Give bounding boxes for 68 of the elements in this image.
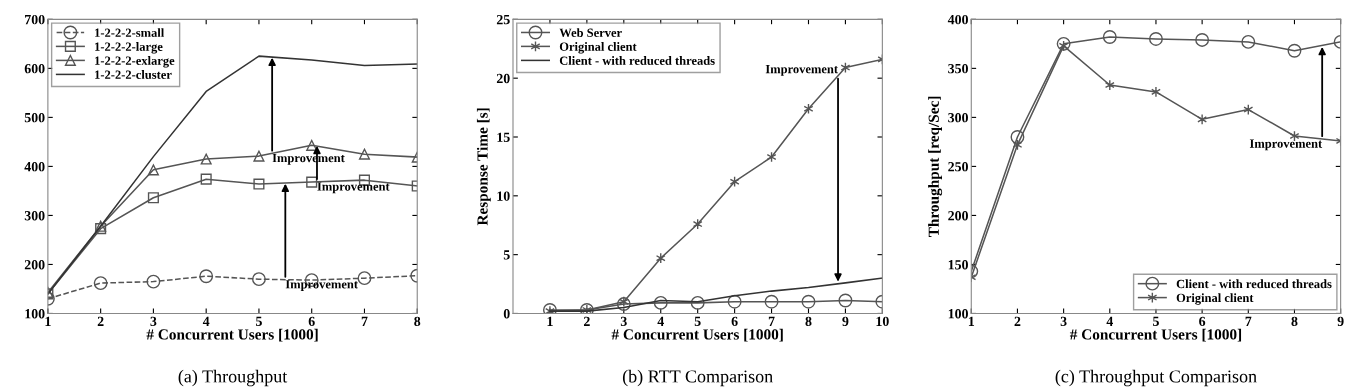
y-tick-label: 350 <box>948 63 968 74</box>
annotation: Improvement <box>317 182 390 194</box>
y-tick-label: 400 <box>947 14 968 25</box>
x-tick-label: 1 <box>45 316 51 326</box>
y-tick-label: 300 <box>24 211 45 221</box>
x-axis-title: # Concurrent Users [1000] <box>1069 328 1242 342</box>
x-tick-label: 2 <box>583 316 590 326</box>
y-tick-label: 200 <box>948 211 968 221</box>
x-tick-label: 6 <box>308 316 315 327</box>
y-tick-label: 5 <box>503 250 510 260</box>
x-tick-label: 9 <box>842 316 849 327</box>
annotation: Improvement <box>1249 139 1323 151</box>
text: (c) Throughput Comparison <box>1055 369 1257 387</box>
y-tick-label: 300 <box>948 112 968 123</box>
legend-label: Original client <box>1176 293 1254 305</box>
x-tick-label: 6 <box>731 316 738 327</box>
x-tick-label: 3 <box>620 316 627 327</box>
x-tick-label: 5 <box>256 316 262 327</box>
legend-label: 1-2-2-2-cluster <box>95 70 172 79</box>
x-tick-label: 6 <box>1199 316 1206 327</box>
x-tick-label: 8 <box>805 316 812 327</box>
y-tick-label: 100 <box>948 309 968 319</box>
legend-label: Original client <box>559 42 637 54</box>
x-tick-label: 2 <box>97 316 104 326</box>
legend-label: Client - with reduced threads <box>1176 279 1332 289</box>
y-tick-label: 400 <box>24 161 45 172</box>
x-tick-label: 4 <box>657 316 664 326</box>
legend-label: 1-2-2-2-large <box>95 42 163 54</box>
x-tick-label: 7 <box>1245 316 1252 326</box>
x-tick-label: 4 <box>1106 316 1113 326</box>
legend-label: 1-2-2-2-small <box>95 28 165 37</box>
y-tick-label: 500 <box>24 112 45 123</box>
x-axis-title: # Concurrent Users [1000] <box>146 328 318 342</box>
x-tick-label: 5 <box>1153 316 1159 327</box>
y-tick-label: 25 <box>496 14 510 25</box>
x-tick-label: 7 <box>361 316 368 326</box>
x-tick-label: 8 <box>414 316 421 327</box>
x-tick-label: 5 <box>694 316 701 327</box>
y-axis-title: Response Time [s] <box>476 108 491 226</box>
x-tick-label: 2 <box>1014 316 1021 326</box>
annotation: Improvement <box>765 64 838 76</box>
y-tick-label: 100 <box>25 309 45 319</box>
y-axis-title: Throughput [req/Sec] <box>928 96 943 237</box>
y-tick-label: 700 <box>25 14 45 25</box>
x-tick-label: 7 <box>768 316 775 326</box>
x-tick-label: 8 <box>1291 316 1298 327</box>
annotation: Improvement <box>285 280 358 291</box>
legend-label: Client - with reduced threads <box>559 56 715 65</box>
x-tick-label: 1 <box>968 316 975 326</box>
y-tick-label: 20 <box>496 73 510 84</box>
x-axis-title: # Concurrent Users [1000] <box>611 328 783 342</box>
x-tick-label: 3 <box>1060 316 1067 327</box>
x-tick-label: 3 <box>150 316 157 327</box>
y-tick-label: 0 <box>503 309 510 319</box>
text: (b) RTT Comparison <box>622 369 773 387</box>
y-tick-label: 15 <box>497 132 510 142</box>
x-tick-label: 4 <box>202 316 210 326</box>
x-tick-label: 1 <box>547 316 553 326</box>
legend-label: Web Server <box>559 28 622 38</box>
text: (a) Throughput <box>178 369 288 387</box>
x-tick-label: 10 <box>876 316 889 327</box>
legend-label: 1-2-2-2-exlarge <box>95 56 175 68</box>
x-tick-label: 9 <box>1337 316 1344 327</box>
y-tick-label: 600 <box>24 63 45 74</box>
y-tick-label: 10 <box>497 191 510 201</box>
y-tick-label: 150 <box>948 260 968 270</box>
y-tick-label: 250 <box>948 161 968 172</box>
y-tick-label: 200 <box>24 260 45 270</box>
